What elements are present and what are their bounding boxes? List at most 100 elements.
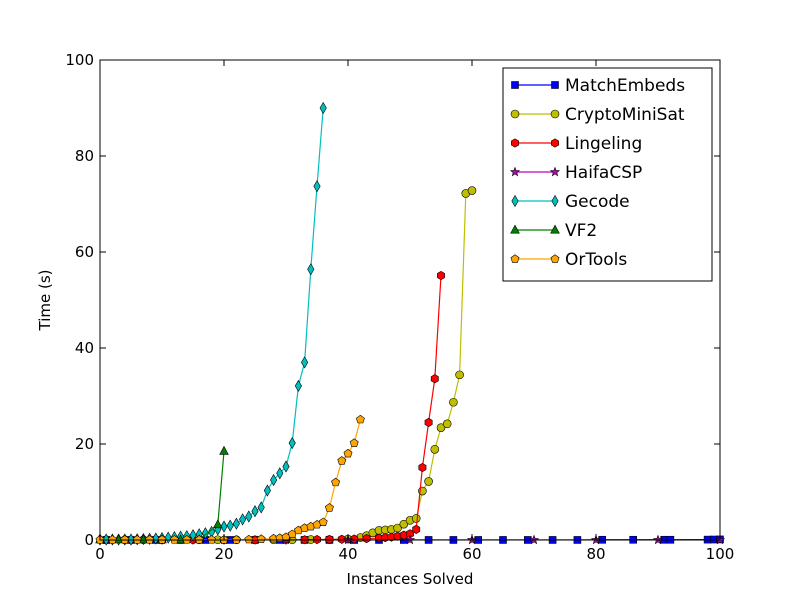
data-point-lingeling [362, 534, 371, 544]
legend-marker [510, 224, 520, 234]
data-point-gecode [152, 532, 160, 545]
data-point-cryptominisat [449, 397, 458, 407]
data-point-gecode [319, 101, 327, 115]
data-point-lingeling [350, 534, 359, 544]
data-point-gecode [189, 529, 197, 542]
legend-marker [551, 81, 559, 89]
legend-marker [510, 109, 520, 119]
data-point-cryptominisat [411, 514, 421, 523]
data-point-vf2 [212, 519, 223, 529]
data-point-lingeling [412, 524, 421, 534]
data-point-cryptominisat [442, 419, 452, 429]
data-point-gecode [313, 180, 321, 193]
data-point-ortools [318, 517, 328, 527]
x-axis-label: Instances Solved [347, 570, 474, 588]
legend-marker [550, 109, 560, 119]
y-tick-label: 20 [75, 435, 94, 453]
legend-entry-ortools: OrTools [510, 250, 627, 270]
legend-marker [511, 81, 519, 89]
data-point-gecode [263, 484, 271, 497]
x-tick-label: 0 [95, 545, 105, 563]
data-point-ortools [182, 535, 192, 544]
axes: 0 20 40 60 80 100 0 20 40 60 80 100 [65, 51, 734, 563]
data-point-ortools [169, 535, 179, 544]
x-tick-label: 80 [586, 545, 605, 563]
legend-marker [550, 254, 560, 263]
data-point-gecode [307, 263, 315, 276]
series-gecode [96, 101, 327, 546]
data-point-ortools [194, 535, 204, 544]
plot-frame [99, 59, 721, 541]
data-point-lingeling [418, 462, 427, 473]
y-tick-label: 60 [75, 243, 94, 261]
data-point-gecode [245, 510, 253, 523]
legend-label: Lingeling [565, 134, 642, 154]
data-point-gecode [294, 379, 302, 393]
data-point-ortools [244, 534, 254, 544]
y-axis-label: Time (s) [36, 270, 54, 332]
data-point-gecode [270, 473, 278, 487]
legend: MatchEmbeds CryptoMiniSat Lingeling HaifaCS… [502, 67, 713, 282]
x-tick-label: 40 [338, 545, 357, 563]
legend-label: Gecode [565, 192, 630, 212]
data-point-cryptominisat [467, 186, 477, 195]
data-point-cryptominisat [436, 423, 446, 432]
data-point-cryptominisat [455, 370, 464, 380]
data-point-gecode [239, 513, 247, 526]
legend-entry-cryptominisat: CryptoMiniSat [510, 105, 685, 125]
data-point-ortools [324, 503, 334, 512]
legend-entry-matchembeds: MatchEmbeds [511, 76, 685, 96]
data-point-gecode [257, 501, 265, 514]
data-point-lingeling [424, 417, 433, 427]
y-tick-label: 40 [75, 339, 94, 357]
legend-marker [510, 254, 520, 263]
y-tick-label: 80 [75, 147, 94, 165]
data-point-gecode [232, 517, 240, 530]
legend-marker [550, 224, 560, 234]
legend-label: OrTools [565, 250, 627, 270]
data-point-ortools [331, 477, 341, 487]
data-point-lingeling [437, 270, 445, 281]
data-point-ortools [256, 534, 266, 543]
data-point-ortools [355, 414, 365, 424]
x-tick-label: 100 [706, 545, 735, 563]
y-tick-label: 0 [84, 531, 94, 549]
data-point-ortools [207, 535, 217, 544]
legend-label: HaifaCSP [565, 163, 642, 183]
data-point-cryptominisat [430, 444, 440, 454]
data-point-lingeling [337, 534, 346, 544]
data-point-ortools [231, 535, 241, 544]
data-point-gecode [301, 356, 309, 369]
legend-entry-haifacsp: HaifaCSP [509, 163, 642, 183]
data-point-lingeling [430, 374, 439, 384]
data-point-gecode [282, 460, 290, 473]
legend-marker [511, 194, 519, 208]
data-point-ortools [349, 438, 359, 447]
data-point-ortools [337, 456, 347, 465]
legend-marker [549, 166, 561, 177]
data-point-gecode [288, 436, 296, 450]
legend-box [502, 67, 713, 282]
data-point-ortools [120, 535, 130, 544]
data-point-gecode [276, 467, 284, 480]
data-point-cryptominisat [399, 519, 409, 529]
legend-entry-vf2: VF2 [510, 221, 597, 241]
legend-marker [551, 194, 559, 208]
y-tick-label: 100 [65, 51, 94, 69]
legend-label: MatchEmbeds [565, 76, 685, 96]
data-point-cryptominisat [424, 477, 433, 486]
data-point-ortools [157, 535, 167, 544]
data-point-ortools [145, 535, 155, 544]
legend-entry-lingeling: Lingeling [511, 134, 642, 154]
legend-label: CryptoMiniSat [565, 105, 685, 125]
legend-marker [509, 166, 521, 177]
data-point-gecode [251, 505, 259, 518]
data-point-ortools [132, 535, 142, 544]
data-point-ortools [343, 448, 353, 458]
data-point-ortools [107, 535, 117, 544]
x-tick-label: 60 [462, 545, 481, 563]
data-point-gecode [220, 520, 228, 533]
legend-marker [551, 138, 559, 148]
legend-label: VF2 [565, 221, 597, 241]
